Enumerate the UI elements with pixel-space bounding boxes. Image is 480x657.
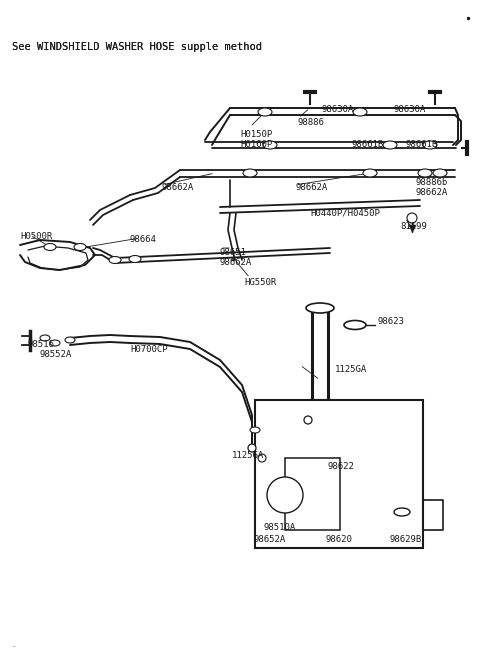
Text: H0440P/H0450P: H0440P/H0450P [310, 208, 380, 217]
Text: 98886b: 98886b [416, 178, 448, 187]
Ellipse shape [74, 244, 86, 250]
Circle shape [407, 213, 417, 223]
Ellipse shape [394, 508, 410, 516]
Text: 98662A: 98662A [220, 258, 252, 267]
Ellipse shape [363, 169, 377, 177]
Ellipse shape [263, 141, 277, 149]
Text: H0500R: H0500R [20, 232, 52, 241]
Text: 98630A: 98630A [393, 105, 425, 114]
Text: See WINDSHIELD WASHER HOSE supple method: See WINDSHIELD WASHER HOSE supple method [12, 42, 262, 52]
Ellipse shape [306, 303, 334, 313]
Text: See WINDSHIELD WASHER HOSE supple method: See WINDSHIELD WASHER HOSE supple method [12, 42, 262, 52]
Text: H0150P
H0160P: H0150P H0160P [240, 130, 272, 149]
Ellipse shape [250, 427, 260, 433]
Text: 98652A: 98652A [254, 535, 286, 544]
Text: HG550R: HG550R [244, 278, 276, 287]
Text: 98664: 98664 [130, 235, 157, 244]
Ellipse shape [40, 335, 50, 341]
Ellipse shape [418, 169, 432, 177]
Ellipse shape [44, 244, 56, 250]
Circle shape [304, 416, 312, 424]
Text: 1125GA: 1125GA [232, 451, 264, 459]
Circle shape [267, 477, 303, 513]
Text: 98622: 98622 [327, 462, 354, 471]
Ellipse shape [258, 108, 272, 116]
Text: 98661B: 98661B [406, 140, 438, 149]
Text: 98552A: 98552A [40, 350, 72, 359]
Text: 98620: 98620 [325, 535, 352, 544]
Text: H0700CP: H0700CP [130, 345, 168, 354]
Text: 98510A: 98510A [264, 523, 296, 532]
Text: 98886: 98886 [298, 118, 325, 127]
Ellipse shape [50, 340, 60, 346]
Ellipse shape [433, 169, 447, 177]
Circle shape [258, 454, 266, 462]
Bar [255, 400, 423, 548]
Text: 81199: 81199 [400, 222, 427, 231]
Ellipse shape [65, 337, 75, 343]
Text: 98623: 98623 [378, 317, 405, 327]
Text: 98651: 98651 [220, 248, 247, 257]
Text: 98661B: 98661B [352, 140, 384, 149]
Ellipse shape [353, 108, 367, 116]
Text: .: . [12, 642, 14, 648]
Ellipse shape [344, 321, 366, 330]
Text: 1125GA: 1125GA [335, 365, 367, 374]
Text: 98662A: 98662A [416, 188, 448, 197]
Ellipse shape [243, 169, 257, 177]
Ellipse shape [423, 141, 437, 149]
Circle shape [248, 444, 256, 452]
Text: 98630A: 98630A [322, 105, 354, 114]
Text: 98629B: 98629B [390, 535, 422, 544]
Ellipse shape [129, 256, 141, 263]
Ellipse shape [383, 141, 397, 149]
Ellipse shape [109, 256, 121, 263]
Text: 98662A: 98662A [162, 183, 194, 192]
Bar [285, 458, 340, 530]
Text: 98662A: 98662A [295, 183, 327, 192]
Text: 98516: 98516 [28, 340, 55, 349]
